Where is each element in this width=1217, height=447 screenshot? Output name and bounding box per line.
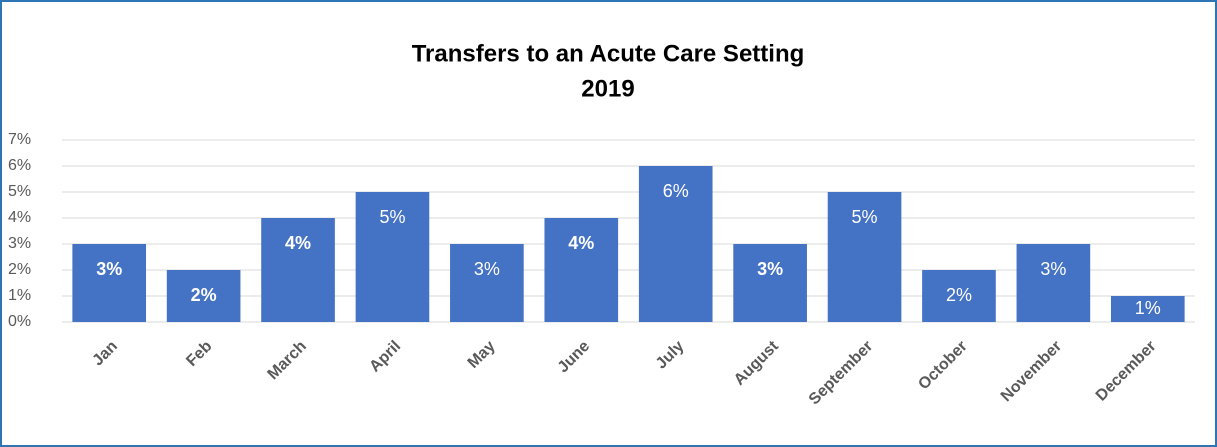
y-tick-label: 6% [8,157,31,174]
value-label: 2% [946,285,972,305]
chart-title: Transfers to an Acute Care Setting [412,40,805,67]
bar [450,244,524,322]
chart-subtitle: 2019 [581,75,634,102]
value-label: 3% [474,259,500,279]
bar [166,270,241,322]
bar [733,244,807,322]
bar [1110,296,1185,322]
value-label: 4% [568,233,594,253]
bar [261,218,335,322]
y-tick-label: 4% [8,209,31,226]
value-label: 4% [285,233,311,253]
y-tick-label: 2% [8,261,31,278]
y-tick-label: 5% [8,183,31,200]
value-label: 3% [757,259,783,279]
y-tick-label: 0% [8,313,31,330]
value-label: 3% [1040,259,1066,279]
bar [72,244,147,322]
value-label: 5% [379,207,405,227]
bar [544,218,619,322]
bar [355,192,430,322]
value-label: 3% [96,259,122,279]
bar [922,270,996,322]
bar [638,166,713,322]
value-label: 5% [852,207,878,227]
y-tick-label: 3% [8,235,31,252]
value-label: 1% [1135,298,1161,318]
y-tick-label: 7% [8,131,31,148]
value-label: 2% [191,285,217,305]
y-tick-label: 1% [8,287,31,304]
bar [1016,244,1091,322]
value-label: 6% [663,181,689,201]
bar [827,192,902,322]
